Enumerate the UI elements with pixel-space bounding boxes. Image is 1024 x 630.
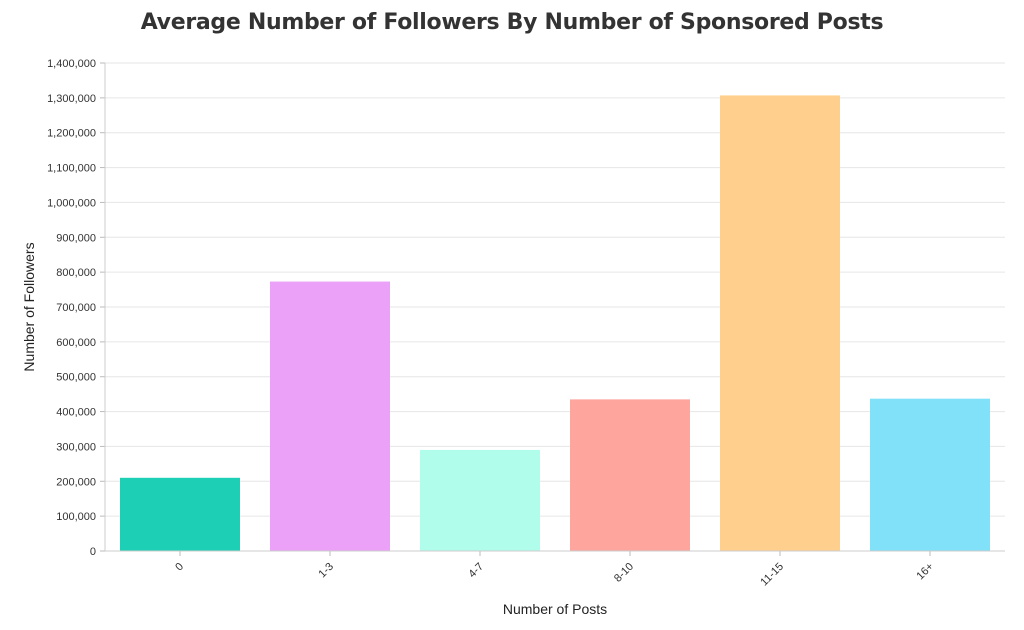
bar-0 (120, 477, 240, 551)
y-tick-label: 800,000 (56, 267, 96, 279)
x-tick-label: 1-3 (316, 561, 336, 581)
chart-title: Average Number of Followers By Number of… (140, 10, 884, 35)
y-tick-label: 200,000 (56, 476, 96, 488)
x-axis-title: Number of Posts (503, 601, 607, 617)
bar-16+ (870, 398, 990, 551)
x-tick-label: 0 (173, 561, 186, 574)
y-tick-label: 600,000 (56, 337, 96, 349)
y-axis-ticks: 0 100,000 200,000 300,000 400,000 500,000 600,… (47, 58, 105, 558)
bar-1-3 (270, 281, 390, 551)
y-tick-label: 700,000 (56, 302, 96, 314)
y-tick-label: 1,100,000 (47, 163, 96, 175)
bar-11-15 (720, 95, 840, 551)
y-tick-label: 900,000 (56, 232, 96, 244)
x-tick-label: 4-7 (466, 561, 486, 581)
y-axis-title: Number of Followers (21, 242, 37, 371)
y-tick-label: 1,400,000 (47, 58, 96, 70)
x-axis-ticks: 0 1-3 4-7 8-10 11-15 16+ (173, 551, 936, 588)
x-tick-label: 8-10 (612, 561, 636, 585)
bar-4-7 (420, 449, 540, 551)
y-tick-label: 1,000,000 (47, 197, 96, 209)
y-tick-label: 0 (90, 546, 96, 558)
y-tick-label: 1,200,000 (47, 128, 96, 140)
y-tick-label: 500,000 (56, 372, 96, 384)
x-tick-label: 16+ (914, 561, 936, 583)
y-tick-label: 300,000 (56, 441, 96, 453)
bars (120, 95, 990, 551)
x-tick-label: 11-15 (758, 561, 786, 589)
gridlines (105, 62, 1005, 517)
bar-8-10 (570, 399, 690, 551)
y-tick-label: 1,300,000 (47, 93, 96, 105)
y-tick-label: 100,000 (56, 511, 96, 523)
y-tick-label: 400,000 (56, 407, 96, 419)
